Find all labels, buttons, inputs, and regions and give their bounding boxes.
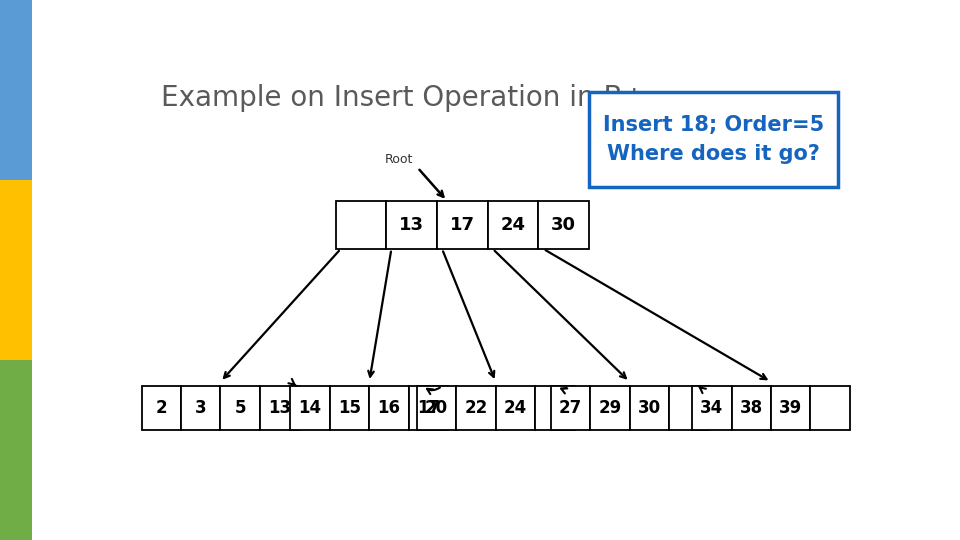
FancyBboxPatch shape <box>386 201 437 249</box>
Text: 39: 39 <box>780 399 803 417</box>
FancyBboxPatch shape <box>732 386 771 430</box>
FancyBboxPatch shape <box>260 386 300 430</box>
FancyBboxPatch shape <box>290 386 330 430</box>
FancyBboxPatch shape <box>370 386 409 430</box>
FancyBboxPatch shape <box>456 386 495 430</box>
Text: 17: 17 <box>449 216 475 234</box>
Text: 30: 30 <box>637 399 660 417</box>
FancyBboxPatch shape <box>669 386 708 430</box>
FancyBboxPatch shape <box>588 92 838 187</box>
FancyBboxPatch shape <box>141 386 181 430</box>
FancyBboxPatch shape <box>630 386 669 430</box>
Text: 15: 15 <box>338 399 361 417</box>
Text: 14: 14 <box>299 399 322 417</box>
FancyBboxPatch shape <box>417 386 456 430</box>
FancyBboxPatch shape <box>488 201 539 249</box>
Text: 38: 38 <box>740 399 763 417</box>
Text: 17: 17 <box>417 399 440 417</box>
Text: Example on Insert Operation in B+: Example on Insert Operation in B+ <box>161 84 646 112</box>
Text: 16: 16 <box>377 399 400 417</box>
Text: Insert 18; Order=5
Where does it go?: Insert 18; Order=5 Where does it go? <box>603 115 824 165</box>
FancyBboxPatch shape <box>330 386 370 430</box>
FancyBboxPatch shape <box>535 386 575 430</box>
Text: 29: 29 <box>598 399 621 417</box>
Text: 24: 24 <box>504 399 527 417</box>
Text: 22: 22 <box>465 399 488 417</box>
Text: 27: 27 <box>559 399 582 417</box>
FancyBboxPatch shape <box>590 386 630 430</box>
Text: 30: 30 <box>551 216 576 234</box>
FancyBboxPatch shape <box>409 386 448 430</box>
Text: 13: 13 <box>268 399 291 417</box>
Text: 34: 34 <box>700 399 724 417</box>
Text: 20: 20 <box>425 399 448 417</box>
FancyBboxPatch shape <box>437 201 488 249</box>
FancyBboxPatch shape <box>181 386 221 430</box>
FancyBboxPatch shape <box>810 386 850 430</box>
FancyBboxPatch shape <box>221 386 260 430</box>
Text: 5: 5 <box>234 399 246 417</box>
FancyBboxPatch shape <box>539 201 588 249</box>
Text: 2: 2 <box>156 399 167 417</box>
Text: 13: 13 <box>399 216 424 234</box>
FancyBboxPatch shape <box>551 386 590 430</box>
Text: 24: 24 <box>500 216 525 234</box>
Text: 3: 3 <box>195 399 206 417</box>
FancyBboxPatch shape <box>336 201 386 249</box>
FancyBboxPatch shape <box>692 386 732 430</box>
Text: Root: Root <box>385 153 413 166</box>
FancyBboxPatch shape <box>495 386 535 430</box>
FancyBboxPatch shape <box>771 386 810 430</box>
